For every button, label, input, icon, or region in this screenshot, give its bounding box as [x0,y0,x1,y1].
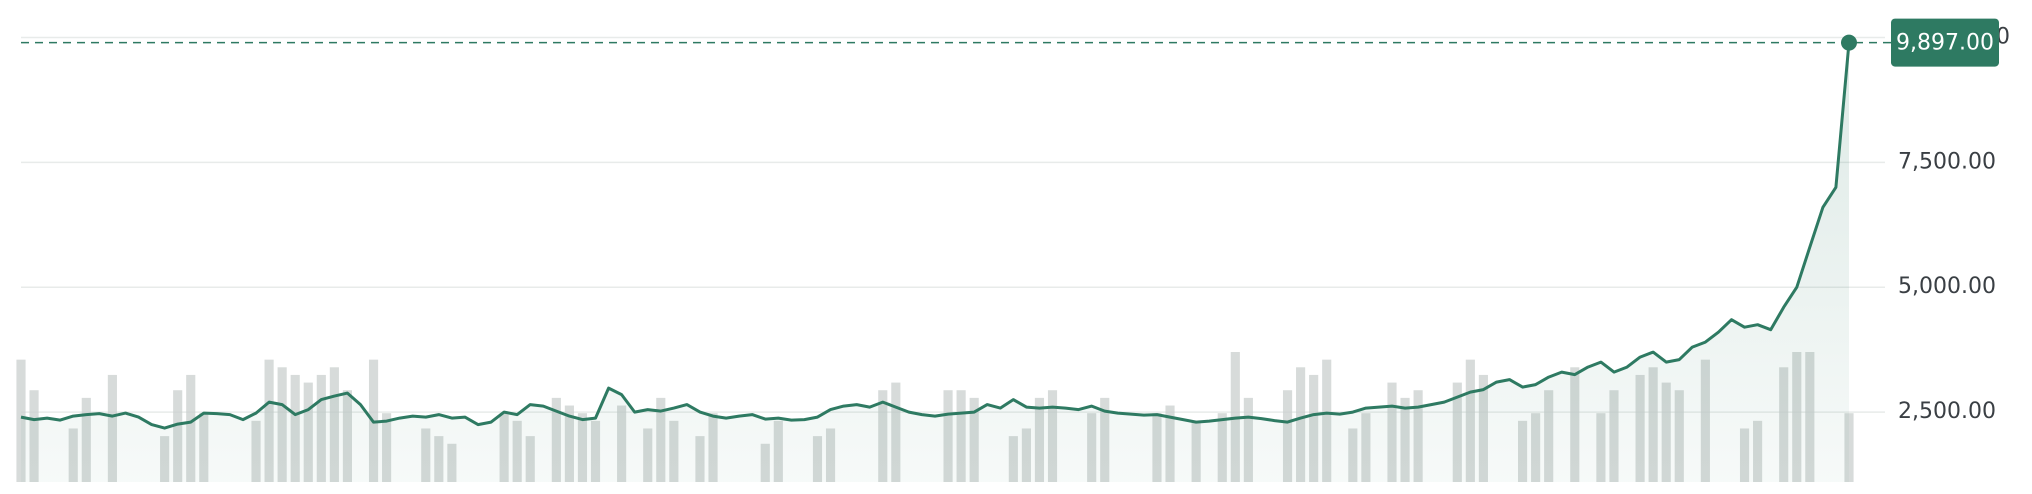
price-badge-label: 9,897.00 [1896,31,1994,56]
price-area [21,42,1849,482]
y-tick-label: 7,500.00 [1898,149,1996,174]
last-price-dot [1841,34,1857,51]
price-line [20,42,1851,430]
y-tick-label: 5,000.00 [1898,274,1996,299]
y-tick-label: 2,500.00 [1898,399,1996,424]
price-badge [1891,18,1999,67]
